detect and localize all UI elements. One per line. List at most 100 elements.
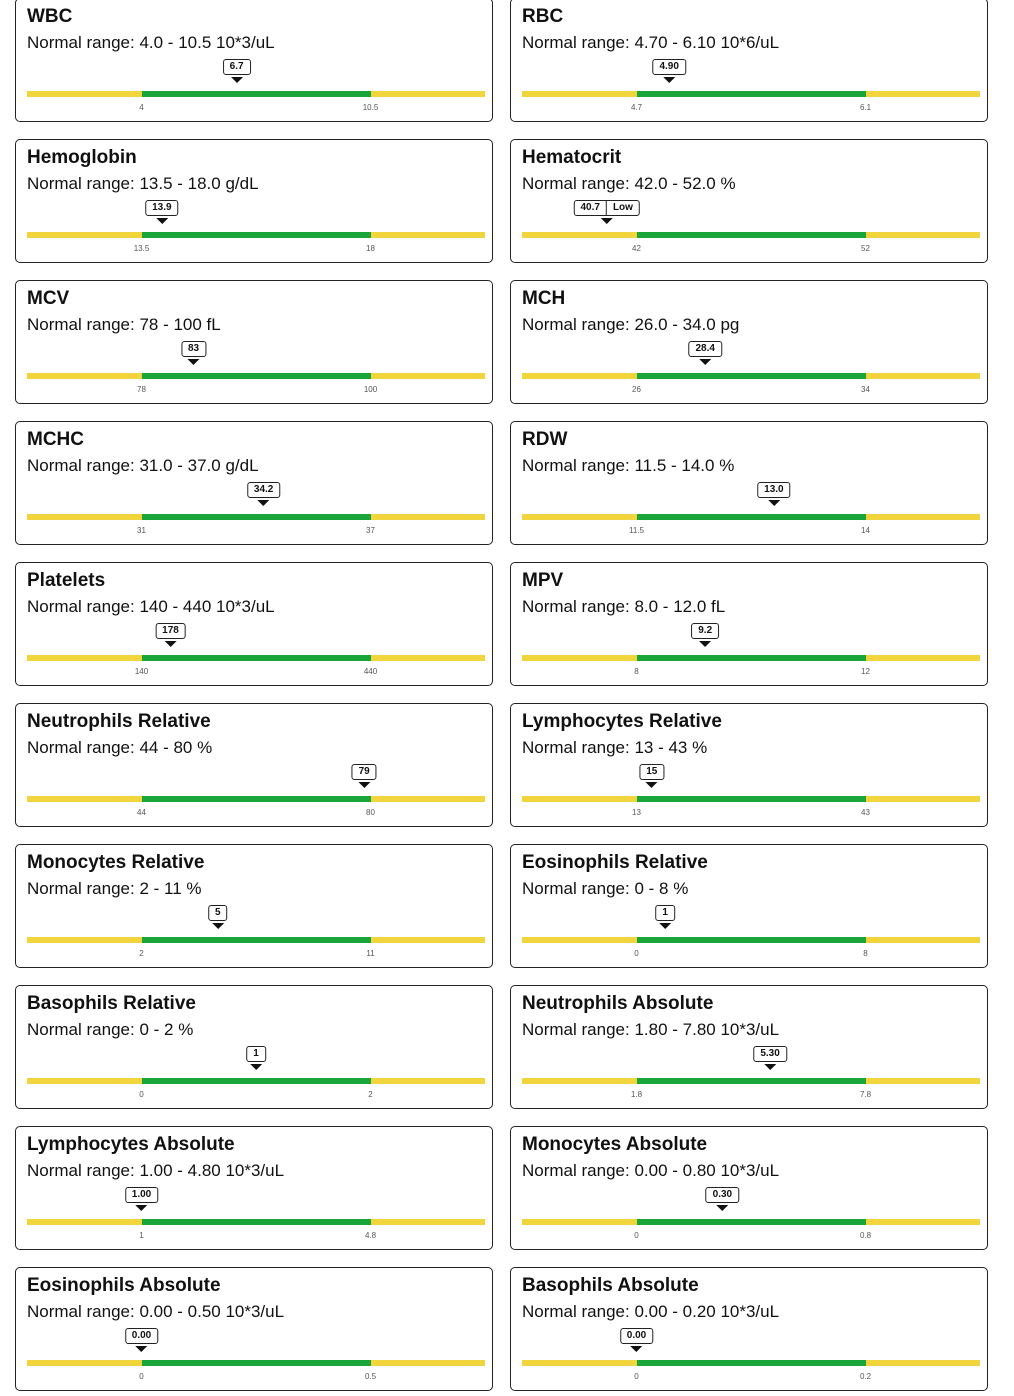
gauge-low-tick-label: 0 [139, 1090, 144, 1099]
pointer-icon [135, 1205, 148, 1211]
gauge-high-segment [370, 655, 485, 661]
result-card-mch: MCH Normal range: 26.0 - 34.0 pg 26 34 2… [510, 280, 988, 404]
value-marker: 13.9 [145, 200, 179, 224]
gauge-low-segment [522, 937, 637, 943]
normal-range-text: Normal range: 0.00 - 0.20 10*3/uL [522, 1302, 780, 1321]
gauge-low-tick-label: 42 [632, 244, 641, 253]
result-card-mchc: MCHC Normal range: 31.0 - 37.0 g/dL 31 3… [15, 421, 493, 545]
gauge-high-segment [370, 91, 485, 97]
pointer-icon [135, 1346, 148, 1352]
gauge-low-segment [27, 91, 142, 97]
gauge-low-segment [27, 796, 142, 802]
test-name: Platelets [27, 570, 106, 591]
value-badge: 1 [655, 905, 675, 921]
result-card-basophils-relative: Basophils Relative Normal range: 0 - 2 %… [15, 985, 493, 1109]
gauge-low-tick-label: 1 [139, 1231, 144, 1240]
test-name: RBC [522, 6, 564, 27]
normal-range-text: Normal range: 0 - 8 % [522, 879, 689, 898]
gauge-high-segment [370, 373, 485, 379]
pointer-icon [250, 1064, 262, 1070]
value-badge: 5.30 [753, 1046, 787, 1062]
test-name: WBC [27, 6, 73, 27]
gauge-low-segment [522, 514, 637, 520]
gauge-low-tick-label: 0 [139, 1372, 144, 1381]
result-value: 28.4 [695, 343, 715, 354]
normal-range-text: Normal range: 44 - 80 % [27, 738, 213, 757]
normal-range-text: Normal range: 78 - 100 fL [27, 315, 221, 334]
gauge-high-segment [865, 1360, 980, 1366]
range-gauge: 78 100 83 [27, 341, 485, 394]
value-marker: 28.4 [688, 341, 722, 365]
gauge-low-segment [522, 1219, 637, 1225]
value-marker: 4.90 [652, 59, 686, 83]
gauge-high-segment [865, 796, 980, 802]
gauge-high-tick-label: 14 [861, 526, 870, 535]
gauge-high-tick-label: 52 [861, 244, 870, 253]
value-badge: 4.90 [652, 59, 686, 75]
range-gauge: 26 34 28.4 [522, 341, 980, 394]
gauge-normal-segment [636, 1360, 866, 1366]
value-badge: 6.7 [222, 59, 251, 75]
gauge-normal-segment [636, 91, 866, 97]
gauge-low-segment [27, 373, 142, 379]
pointer-icon [716, 1205, 729, 1211]
range-gauge: 0 0.2 0.00 [522, 1328, 980, 1381]
normal-range-text: Normal range: 42.0 - 52.0 % [522, 174, 736, 193]
gauge-high-tick-label: 11 [366, 949, 375, 958]
range-gauge: 0 0.5 0.00 [27, 1328, 485, 1381]
result-value: 6.7 [229, 61, 244, 72]
gauge-high-tick-label: 80 [366, 808, 375, 817]
range-gauge: 1 4.8 1.00 [27, 1187, 485, 1240]
gauge-low-tick-label: 44 [137, 808, 146, 817]
value-badge: 15 [639, 764, 665, 780]
pointer-icon [211, 923, 224, 929]
normal-range-text: Normal range: 0 - 2 % [27, 1020, 194, 1039]
result-card-neutrophils-absolute: Neutrophils Absolute Normal range: 1.80 … [510, 985, 988, 1109]
normal-range-text: Normal range: 26.0 - 34.0 pg [522, 315, 740, 334]
value-badge: 1 [246, 1046, 266, 1062]
normal-range-text: Normal range: 4.70 - 6.10 10*6/uL [522, 33, 780, 52]
normal-range-text: Normal range: 140 - 440 10*3/uL [27, 597, 275, 616]
gauge-low-segment [27, 655, 142, 661]
pointer-icon [358, 782, 371, 788]
value-badge: 9.2 [691, 623, 720, 639]
gauge-high-segment [865, 1219, 980, 1225]
gauge-low-segment [27, 1219, 142, 1225]
gauge-low-segment [27, 1078, 142, 1084]
result-value: 13.9 [152, 202, 172, 213]
result-value: 178 [162, 625, 179, 636]
gauge-low-tick-label: 78 [137, 385, 146, 394]
result-card-monocytes-relative: Monocytes Relative Normal range: 2 - 11 … [15, 844, 493, 968]
result-card-lymphocytes-absolute: Lymphocytes Absolute Normal range: 1.00 … [15, 1126, 493, 1250]
pointer-icon [230, 77, 243, 83]
value-marker: 1 [655, 905, 675, 929]
gauge-normal-segment [141, 796, 371, 802]
gauge-low-segment [522, 655, 637, 661]
range-gauge: 4 10.5 6.7 [27, 59, 485, 112]
gauge-low-segment [522, 1360, 637, 1366]
result-value: 83 [187, 343, 200, 354]
gauge-normal-segment [141, 514, 371, 520]
range-gauge: 4.7 6.1 4.90 [522, 59, 980, 112]
gauge-low-segment [522, 373, 637, 379]
normal-range-text: Normal range: 0.00 - 0.80 10*3/uL [522, 1161, 780, 1180]
test-name: MCH [522, 288, 566, 309]
value-marker: 34.2 [246, 482, 281, 506]
gauge-normal-segment [636, 514, 866, 520]
result-value: 5 [215, 907, 221, 918]
gauge-low-tick-label: 11.5 [629, 526, 644, 535]
value-marker: 13.0 [757, 482, 791, 506]
gauge-normal-segment [141, 232, 371, 238]
gauge-high-segment [370, 514, 485, 520]
normal-range-text: Normal range: 2 - 11 % [27, 879, 202, 898]
gauge-normal-segment [636, 655, 866, 661]
test-name: MCV [27, 288, 70, 309]
gauge-high-tick-label: 6.1 [859, 103, 872, 112]
gauge-low-tick-label: 140 [134, 667, 149, 676]
gauge-high-segment [865, 655, 980, 661]
gauge-low-segment [522, 1078, 637, 1084]
result-value: 0.00 [131, 1330, 152, 1341]
gauge-high-tick-label: 0.8 [859, 1231, 872, 1240]
result-value: 34.2 [253, 484, 274, 495]
